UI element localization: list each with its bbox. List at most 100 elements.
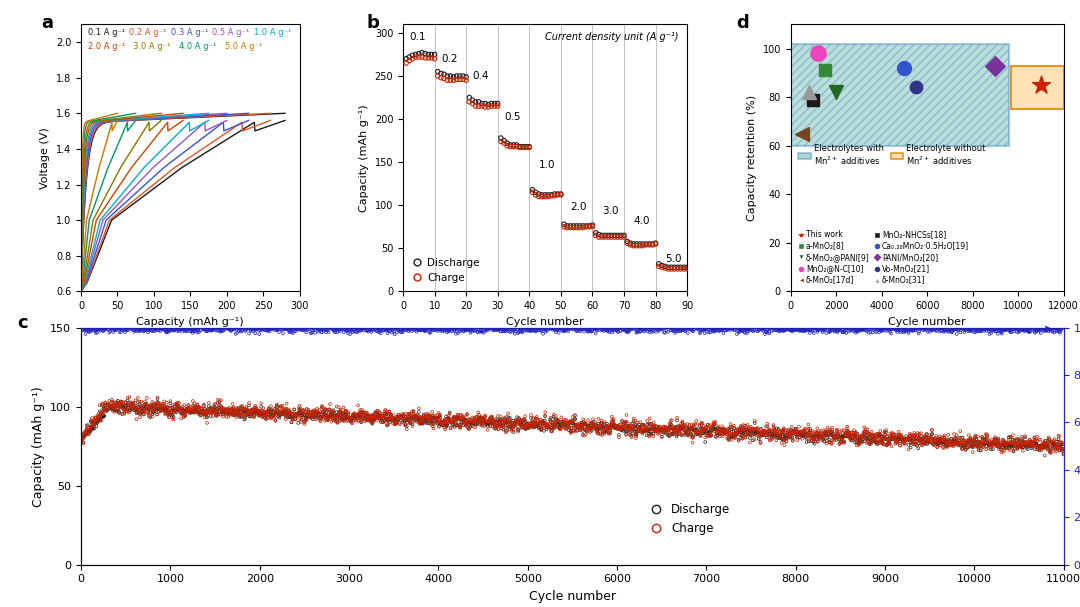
Point <box>1025 437 1042 447</box>
Point <box>639 327 657 336</box>
Point <box>814 432 832 441</box>
Point <box>1034 439 1051 449</box>
Point <box>177 409 194 418</box>
Point <box>661 419 678 429</box>
Point <box>918 429 935 439</box>
Point <box>778 323 795 333</box>
Point <box>701 420 718 430</box>
Point <box>993 444 1010 454</box>
Point <box>108 401 125 411</box>
Point <box>662 324 679 333</box>
Point <box>825 322 842 331</box>
Point <box>664 325 681 335</box>
Point <box>1049 443 1066 453</box>
Point <box>714 324 731 333</box>
Point <box>818 439 835 449</box>
Point <box>415 414 432 424</box>
Point <box>162 326 179 336</box>
Point <box>694 429 712 438</box>
Point <box>848 440 865 450</box>
Point <box>584 220 602 230</box>
Point <box>594 324 611 334</box>
Point <box>548 327 565 337</box>
Point <box>987 436 1004 446</box>
Point <box>147 400 164 410</box>
Point <box>134 401 151 410</box>
Point <box>954 444 971 454</box>
Point <box>787 426 805 436</box>
Point <box>158 326 175 336</box>
Point <box>678 424 696 433</box>
Point <box>453 410 470 420</box>
Point <box>799 325 816 334</box>
Point <box>827 324 845 333</box>
Point <box>623 432 640 442</box>
Point <box>73 325 91 335</box>
Point <box>1045 328 1063 337</box>
Point <box>489 101 507 111</box>
Point <box>878 326 895 336</box>
Point <box>820 323 837 333</box>
Point <box>699 431 716 441</box>
Point <box>880 324 897 334</box>
Point <box>832 324 849 333</box>
Point <box>926 436 943 446</box>
Point <box>705 325 723 335</box>
Point <box>415 418 432 427</box>
Point <box>374 411 391 421</box>
Point <box>1050 435 1067 444</box>
Point <box>156 405 173 415</box>
Point <box>381 413 399 423</box>
Point <box>846 327 863 336</box>
Point <box>404 50 421 60</box>
Point <box>667 426 685 435</box>
Point <box>947 439 964 449</box>
Point <box>442 417 459 427</box>
Point <box>580 425 597 435</box>
Point <box>946 323 963 333</box>
Point <box>362 415 379 425</box>
Point <box>346 325 363 334</box>
Point <box>554 421 571 430</box>
Point <box>471 418 488 428</box>
Point <box>864 321 881 331</box>
Point <box>573 324 591 334</box>
Point <box>665 327 683 336</box>
Point <box>929 322 946 331</box>
Point <box>1020 437 1037 447</box>
Point <box>522 327 539 336</box>
Point <box>146 405 163 415</box>
Point <box>193 404 211 413</box>
Point <box>500 322 517 332</box>
Point <box>94 326 111 336</box>
Point <box>293 411 310 421</box>
Point <box>683 429 700 439</box>
Point <box>982 443 999 452</box>
Point <box>809 327 826 336</box>
Point <box>966 327 983 337</box>
Point <box>384 320 402 330</box>
Point <box>280 410 297 420</box>
Point <box>160 409 177 418</box>
Point <box>622 239 639 248</box>
Point <box>324 408 341 418</box>
Point <box>690 429 707 438</box>
Point <box>834 432 851 441</box>
Point <box>593 416 610 426</box>
Point <box>654 325 672 334</box>
Point <box>95 412 112 422</box>
Point <box>410 407 428 417</box>
Point <box>507 418 524 427</box>
Point <box>903 438 920 448</box>
Point <box>164 405 181 415</box>
Point <box>357 325 375 335</box>
Point <box>114 404 132 414</box>
Point <box>430 414 447 424</box>
Point <box>509 419 526 429</box>
Point <box>691 328 708 338</box>
Point <box>423 415 441 424</box>
Point <box>513 322 530 331</box>
Point <box>760 327 778 337</box>
Point <box>616 424 633 433</box>
Point <box>124 322 141 331</box>
